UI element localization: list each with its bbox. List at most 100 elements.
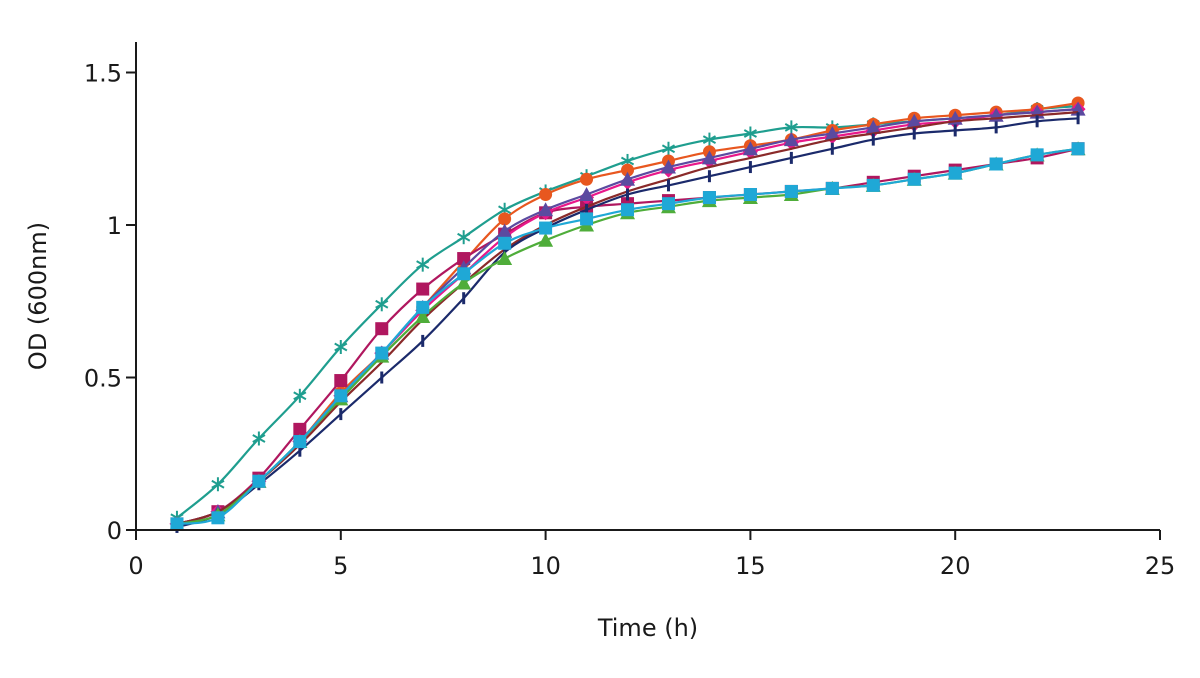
y-tick-label: 0 bbox=[107, 517, 122, 545]
data-point bbox=[293, 422, 307, 436]
data-point bbox=[339, 408, 343, 421]
data-point bbox=[865, 119, 881, 134]
y-tick-label: 1.5 bbox=[84, 60, 122, 88]
series-layer bbox=[169, 96, 1086, 533]
data-point bbox=[784, 184, 798, 198]
data-point bbox=[661, 141, 676, 156]
data-point bbox=[293, 388, 307, 403]
data-point bbox=[539, 188, 553, 201]
asterisk-stroke bbox=[375, 299, 389, 309]
data-point bbox=[211, 511, 225, 525]
data-point bbox=[538, 202, 554, 217]
data-point bbox=[661, 197, 675, 211]
data-point bbox=[1030, 148, 1044, 162]
data-point bbox=[702, 191, 716, 205]
data-point bbox=[825, 181, 839, 195]
asterisk-stroke bbox=[211, 479, 225, 489]
series-1 bbox=[170, 99, 1085, 525]
data-point bbox=[457, 252, 471, 266]
asterisk-stroke bbox=[661, 144, 676, 154]
x-tick-label: 20 bbox=[940, 552, 971, 580]
data-point bbox=[789, 151, 793, 164]
data-point bbox=[421, 334, 425, 347]
x-tick-label: 0 bbox=[128, 552, 143, 580]
data-point bbox=[660, 159, 676, 174]
data-point bbox=[666, 179, 670, 192]
x-tick-label: 15 bbox=[735, 552, 766, 580]
data-point bbox=[742, 141, 758, 156]
asterisk-stroke bbox=[784, 123, 798, 132]
asterisk-stroke bbox=[416, 260, 430, 270]
data-point bbox=[701, 150, 717, 165]
data-point bbox=[748, 161, 752, 174]
asterisk-stroke bbox=[702, 135, 717, 144]
data-point bbox=[626, 188, 630, 201]
data-point bbox=[620, 171, 636, 186]
data-point bbox=[866, 178, 880, 192]
data-point bbox=[538, 232, 554, 247]
data-point bbox=[457, 230, 471, 245]
data-point bbox=[497, 251, 513, 266]
x-tick-label: 10 bbox=[530, 552, 561, 580]
data-point bbox=[375, 297, 389, 312]
data-point bbox=[585, 203, 589, 216]
data-point bbox=[416, 282, 430, 296]
data-point bbox=[621, 163, 635, 177]
data-point bbox=[783, 132, 799, 147]
data-point bbox=[334, 374, 348, 388]
data-point bbox=[1035, 115, 1039, 128]
data-point bbox=[907, 172, 921, 186]
data-point bbox=[994, 121, 998, 134]
asterisk-stroke bbox=[457, 232, 471, 242]
ticks-layer: 0 5 10 15 20 25 0 0.5 1 1.5 bbox=[84, 60, 1175, 581]
asterisk-stroke bbox=[498, 205, 512, 215]
data-point bbox=[462, 292, 466, 305]
data-point bbox=[989, 157, 1003, 171]
data-point bbox=[830, 142, 834, 155]
data-point bbox=[953, 124, 957, 137]
data-point bbox=[211, 477, 225, 492]
data-point bbox=[702, 132, 717, 147]
data-point bbox=[906, 113, 922, 128]
y-tick-label: 0.5 bbox=[84, 365, 122, 393]
x-tick-label: 25 bbox=[1145, 552, 1176, 580]
data-point bbox=[252, 431, 266, 446]
data-point bbox=[497, 223, 513, 238]
asterisk-stroke bbox=[743, 129, 757, 138]
data-point bbox=[1076, 112, 1080, 125]
x-axis-title: Time (h) bbox=[597, 614, 698, 642]
data-point bbox=[293, 435, 307, 449]
data-point bbox=[621, 203, 635, 217]
data-point bbox=[580, 212, 594, 226]
data-point bbox=[252, 474, 266, 488]
data-point bbox=[416, 257, 430, 272]
data-point bbox=[743, 126, 757, 141]
data-point bbox=[743, 188, 757, 201]
data-point bbox=[456, 275, 472, 290]
data-point bbox=[375, 322, 389, 336]
data-point bbox=[416, 300, 430, 314]
data-point bbox=[298, 444, 302, 457]
series-9 bbox=[170, 142, 1085, 531]
asterisk-stroke bbox=[252, 434, 266, 443]
data-point bbox=[498, 236, 512, 250]
data-point bbox=[912, 127, 916, 140]
data-point bbox=[375, 346, 389, 360]
data-point bbox=[948, 166, 962, 180]
data-point bbox=[334, 389, 348, 403]
data-point bbox=[415, 309, 431, 323]
y-tick-label: 1 bbox=[107, 212, 122, 240]
data-point bbox=[707, 170, 711, 183]
data-point bbox=[498, 212, 512, 226]
data-point bbox=[579, 187, 595, 201]
data-point bbox=[380, 371, 384, 384]
x-tick-label: 5 bbox=[333, 552, 348, 580]
asterisk-stroke bbox=[620, 156, 635, 166]
data-point bbox=[170, 517, 184, 531]
axes-layer bbox=[135, 42, 1160, 531]
data-point bbox=[824, 126, 840, 140]
data-point bbox=[334, 340, 348, 354]
data-point bbox=[1071, 142, 1085, 156]
